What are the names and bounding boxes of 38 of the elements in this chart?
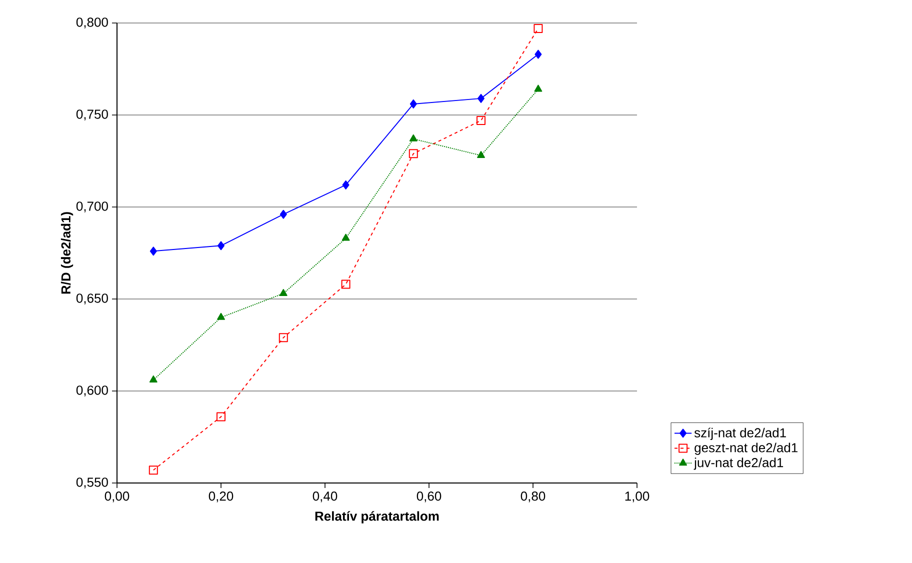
point [534, 84, 542, 92]
legend-label: szíj-nat de2/ad1 [694, 428, 786, 440]
legend-label: juv-nat de2/ad1 [694, 458, 784, 470]
x-axis-title: Relatív páratartalom [315, 511, 439, 524]
x-tick-label: 0,00 [104, 492, 130, 502]
point [150, 246, 157, 256]
point [478, 94, 485, 103]
y-tick-label: 0,650 [76, 294, 108, 304]
point [218, 241, 225, 250]
y-tick-label: 0,550 [76, 478, 108, 488]
point [217, 312, 225, 320]
point [409, 134, 418, 142]
y-tick-label: 0,600 [76, 386, 108, 396]
point [534, 50, 542, 59]
x-tick-label: 1,00 [625, 492, 650, 502]
point [410, 99, 417, 108]
x-tick-label: 0,60 [416, 492, 442, 502]
point [476, 116, 486, 126]
point [408, 149, 418, 158]
x-tick-label: 0,20 [208, 492, 234, 502]
y-tick-label: 0,700 [76, 202, 108, 212]
point [279, 288, 288, 296]
point [342, 234, 350, 241]
point [477, 150, 485, 158]
point [341, 280, 350, 289]
x-tick-label: 0,80 [520, 492, 546, 502]
point [278, 333, 288, 342]
point [148, 466, 158, 475]
y-tick-label: 0,800 [76, 18, 108, 28]
y-axis-title: R/D (de2/ad1) [60, 212, 74, 294]
legend-label: geszt-nat de2/ad1 [694, 442, 798, 455]
point [216, 412, 226, 422]
y-tick-label: 0,750 [76, 110, 108, 120]
point [149, 375, 158, 382]
point [534, 24, 543, 34]
point [280, 210, 287, 219]
point [342, 180, 350, 190]
x-tick-label: 0,40 [312, 492, 338, 502]
